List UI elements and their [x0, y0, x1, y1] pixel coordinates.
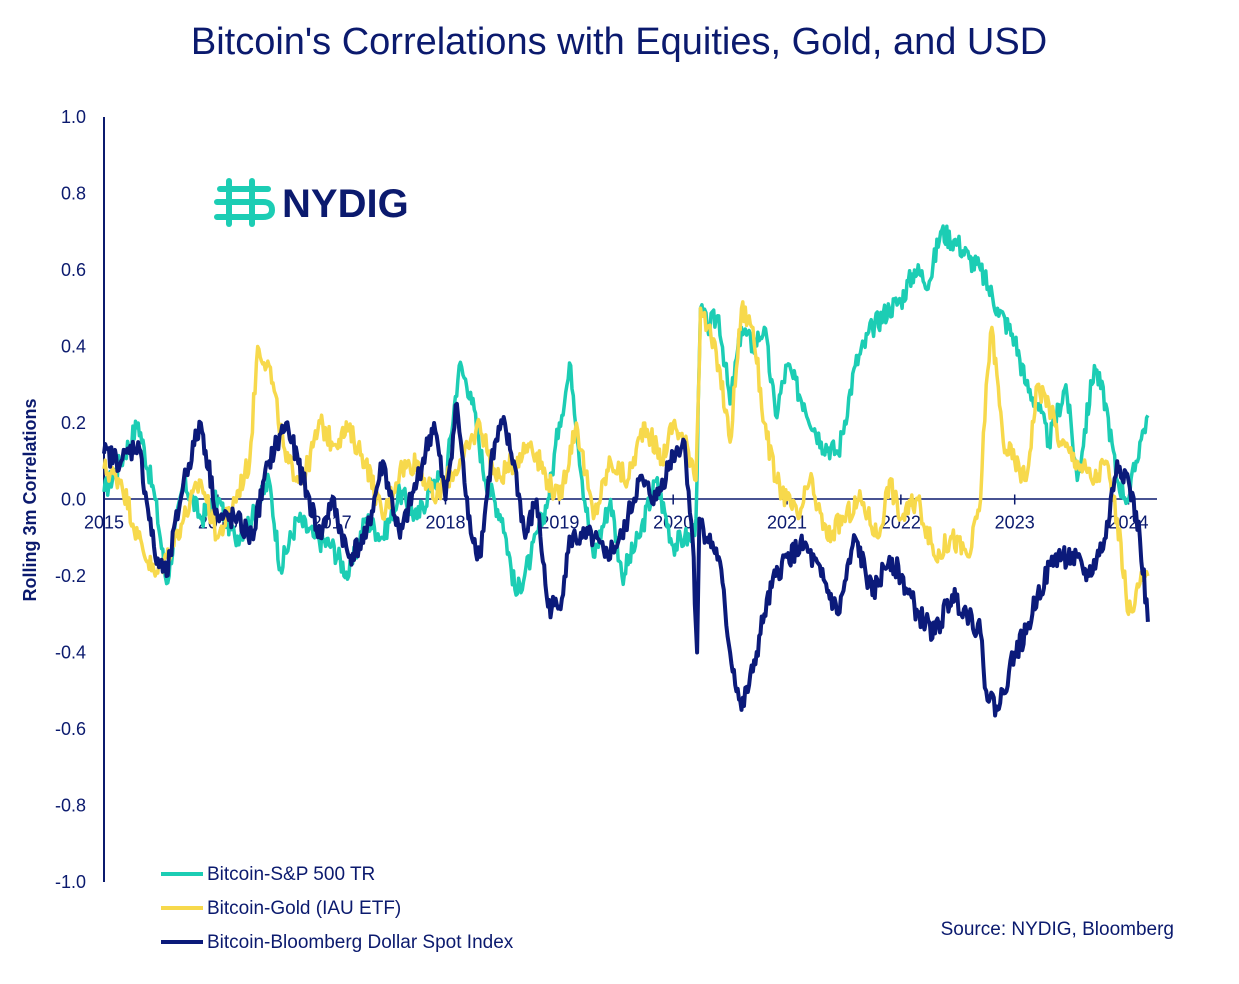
- y-tick-label: 1.0: [61, 107, 86, 127]
- y-tick-label: -0.8: [55, 796, 86, 816]
- x-tick-label: 2022: [881, 513, 921, 533]
- series-lines: [102, 224, 1150, 718]
- series-line-usd: [102, 401, 1150, 718]
- x-axis-ticks: 2015 2016 2017 2018 2019 2020 2021 2022 2023 2024: [84, 494, 1149, 533]
- series-line-gold: [102, 300, 1150, 617]
- x-tick-label: 2020: [653, 513, 693, 533]
- nydig-logo-icon: [214, 178, 276, 227]
- x-tick-label: 2015: [84, 513, 124, 533]
- y-tick-label: 0.6: [61, 260, 86, 280]
- x-tick-label: 2018: [425, 513, 465, 533]
- y-tick-label: -0.2: [55, 566, 86, 586]
- source-note: Source: NYDIG, Bloomberg: [941, 919, 1174, 940]
- y-tick-label: 0.4: [61, 337, 86, 357]
- series-line-sp500: [102, 224, 1150, 597]
- y-tick-label: 0.8: [61, 184, 86, 204]
- legend-label-usd: Bitcoin-Bloomberg Dollar Spot Index: [207, 932, 514, 953]
- y-tick-label: 0.2: [61, 413, 86, 433]
- x-tick-label: 2019: [539, 513, 579, 533]
- y-tick-label: -1.0: [55, 872, 86, 892]
- nydig-logo: NYDIG: [214, 178, 409, 227]
- legend: Bitcoin-S&P 500 TR Bitcoin-Gold (IAU ETF…: [161, 864, 514, 953]
- legend-label-sp500: Bitcoin-S&P 500 TR: [207, 864, 375, 885]
- legend-label-gold: Bitcoin-Gold (IAU ETF): [207, 898, 401, 919]
- nydig-logo-text: NYDIG: [282, 182, 409, 226]
- y-axis-ticks: 1.0 0.8 0.6 0.4 0.2 0.0 -0.2 -0.4 -0.6 -0.8 -1.0: [55, 107, 86, 892]
- chart-title: Bitcoin's Correlations with Equities, Go…: [191, 21, 1047, 63]
- y-tick-label: -0.6: [55, 719, 86, 739]
- y-axis-title: Rolling 3m Correlations: [20, 398, 40, 601]
- x-tick-label: 2023: [995, 513, 1035, 533]
- y-tick-label: -0.4: [55, 643, 86, 663]
- y-tick-label: 0.0: [61, 490, 86, 510]
